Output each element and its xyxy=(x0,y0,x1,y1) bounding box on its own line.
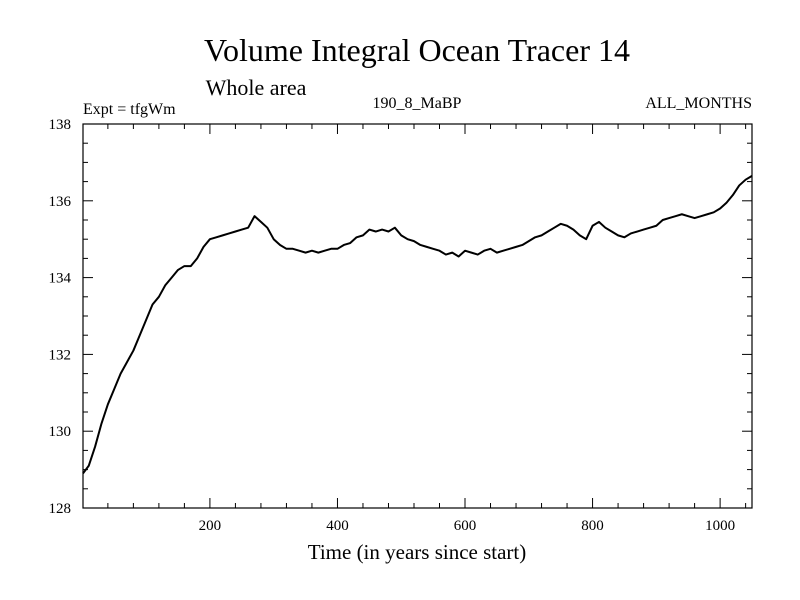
axis-tick-labels: 200 400 600 800 1000 128 130 132 134 136 138 xyxy=(49,117,736,534)
x-tick-label: 200 xyxy=(199,518,222,534)
x-axis-label: Time (in years since start) xyxy=(308,540,527,564)
plot-frame xyxy=(82,123,753,509)
period-label: 190_8_MaBP xyxy=(373,95,462,112)
y-tick-label: 138 xyxy=(49,117,72,133)
series-line xyxy=(82,174,753,475)
x-tick-label: 400 xyxy=(326,518,349,534)
x-tick-label: 600 xyxy=(454,518,477,534)
experiment-label: Expt = tfgWm xyxy=(83,101,176,118)
months-label: ALL_MONTHS xyxy=(645,95,752,112)
chart-subtitle: Whole area xyxy=(206,75,307,100)
y-tick-label: 130 xyxy=(49,424,72,440)
chart-title: Volume Integral Ocean Tracer 14 xyxy=(204,32,630,68)
y-tick-label: 128 xyxy=(49,501,72,517)
x-tick-label: 1000 xyxy=(705,518,735,534)
axis-ticks xyxy=(83,123,752,509)
y-tick-label: 136 xyxy=(49,194,72,210)
y-tick-label: 134 xyxy=(49,271,72,287)
y-tick-label: 132 xyxy=(49,347,72,363)
x-tick-label: 800 xyxy=(581,518,604,534)
